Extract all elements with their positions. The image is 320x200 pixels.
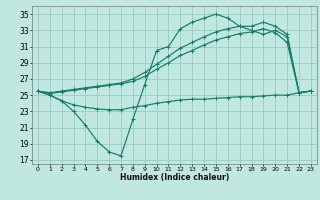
X-axis label: Humidex (Indice chaleur): Humidex (Indice chaleur) <box>120 173 229 182</box>
